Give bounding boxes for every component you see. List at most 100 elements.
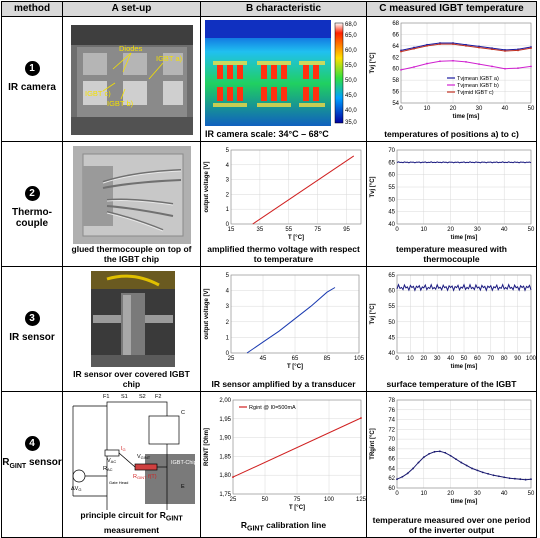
- x-tick-label: 40: [501, 227, 508, 233]
- method-cell-ir-camera: 1 IR camera: [1, 16, 63, 142]
- y-tick-label: 2: [226, 192, 230, 198]
- x-tick-label: 90: [514, 356, 521, 362]
- colorbar-tick: 55,0: [345, 63, 357, 69]
- measured-cell-ir-sensor: 40 45 50 55 60 65 0 10 20 30 40 50 60 70 80 90 100 time […: [366, 266, 537, 392]
- label-s2: S2: [139, 394, 146, 400]
- legend-entry: Tvjmean IGBT a): [457, 76, 499, 82]
- header-measured: C measured IGBT temperature: [366, 1, 537, 17]
- y-tick-label: 64: [388, 466, 395, 472]
- caption: principle circuit for RGINT measurement: [80, 510, 183, 535]
- data-point: [492, 474, 495, 477]
- y-tick-label: 1,90: [219, 436, 231, 442]
- label-f2: F2: [155, 394, 161, 400]
- series-line: [396, 161, 532, 164]
- x-tick-label: 65: [292, 356, 299, 362]
- characteristic-cell-ir-camera: 68,0 65,0 60,0 55,0 50,0 45,0 40,0 35,0 …: [200, 16, 367, 142]
- data-point: [530, 47, 532, 50]
- y-axis-label: TRgint [°C]: [370, 428, 376, 459]
- y-tick-label: 56: [392, 90, 399, 96]
- x-tick-label: 45: [260, 356, 267, 362]
- data-point: [530, 65, 532, 68]
- x-tick-label: 50: [262, 497, 269, 503]
- series-line: [232, 417, 362, 478]
- x-tick-label: 0: [395, 491, 399, 497]
- y-tick-label: 62: [388, 476, 395, 482]
- x-tick-label: 75: [294, 497, 301, 503]
- y-tick-label: 66: [392, 32, 399, 38]
- data-point: [471, 467, 473, 470]
- data-point: [465, 60, 467, 63]
- y-tick-label: 45: [388, 210, 395, 216]
- y-tick-label: 66: [388, 457, 395, 463]
- measured-cell-ir-camera: 54 56 58 60 62 64 66 68 0 10 20 30 40 50 time [ms] Tvj …: [366, 16, 537, 142]
- thermal-image: 68,0 65,0 60,0 55,0 50,0 45,0 40,0 35,0: [205, 20, 357, 126]
- caption: IR sensor over covered IGBT chip: [73, 369, 190, 389]
- x-tick-label: 0: [395, 227, 399, 233]
- data-point: [360, 417, 362, 419]
- x-tick-label: 30: [476, 106, 483, 112]
- colorbar-tick: 60,0: [345, 48, 357, 54]
- x-tick-label: 25: [228, 356, 235, 362]
- data-point: [449, 454, 452, 457]
- data-point: [517, 49, 519, 52]
- label-rgint: RGINT f(T): [133, 474, 157, 480]
- x-axis-label: T [°C]: [288, 235, 304, 241]
- setup-cell-ir-camera: Diodes IGBT a) IGBT c) IGBT b): [62, 16, 201, 142]
- label-igbt-c: IGBT c): [85, 89, 111, 98]
- colorbar-tick: 50,0: [345, 78, 357, 84]
- data-point: [439, 43, 441, 46]
- y-tick-label: 4: [226, 163, 230, 169]
- x-tick-label: 75: [314, 227, 321, 233]
- y-tick-label: 74: [388, 418, 395, 424]
- data-point: [478, 46, 480, 49]
- x-tick-label: 10: [420, 227, 427, 233]
- label-igbt-a: IGBT a): [156, 54, 183, 63]
- y-tick-label: 60: [388, 289, 395, 295]
- y-tick-label: 1: [226, 335, 230, 341]
- data-point: [455, 458, 457, 461]
- y-tick-label: 72: [388, 427, 395, 433]
- chart-thermocouple-temperature: 40 45 50 55 60 65 70 0 10 20 30 40 50 time [ms] Tvj [°…: [370, 148, 535, 241]
- data-point: [452, 59, 454, 62]
- x-tick-label: 25: [230, 497, 237, 503]
- data-point: [476, 469, 479, 472]
- header-method: method: [1, 1, 63, 17]
- y-tick-label: 70: [388, 437, 395, 443]
- caption: temperature measured over one period of …: [372, 515, 531, 535]
- x-axis-label: time [ms]: [451, 499, 478, 505]
- x-tick-label: 100: [526, 356, 537, 362]
- y-tick-label: 58: [392, 78, 399, 84]
- y-tick-label: 60: [388, 486, 395, 492]
- method-name: IR camera: [8, 82, 56, 93]
- x-tick-label: 10: [424, 106, 431, 112]
- label-c: C: [181, 410, 185, 416]
- data-point: [417, 461, 420, 464]
- data-point: [428, 452, 431, 455]
- y-tick-label: 50: [388, 320, 395, 326]
- x-tick-label: 60: [474, 356, 481, 362]
- data-point: [460, 461, 463, 464]
- y-tick-label: 68: [388, 447, 395, 453]
- y-axis-label: RGINT [Ohm]: [204, 428, 210, 466]
- x-tick-label: 85: [324, 356, 331, 362]
- rgint-circuit-diagram: F1 S1 S2 F2 C E IGBT-Chip VAC RAC ΔVG VG…: [71, 394, 197, 510]
- x-tick-label: 20: [447, 491, 454, 497]
- x-tick-label: 20: [447, 227, 454, 233]
- data-point: [401, 475, 404, 478]
- data-point: [487, 472, 490, 475]
- x-tick-label: 40: [502, 106, 509, 112]
- data-point: [426, 44, 428, 47]
- y-tick-label: 64: [392, 44, 399, 50]
- label-diodes: Diodes: [119, 44, 143, 53]
- x-tick-label: 55: [285, 227, 292, 233]
- data-point: [426, 62, 428, 65]
- x-tick-label: 30: [474, 491, 481, 497]
- x-tick-label: 105: [354, 356, 365, 362]
- x-tick-label: 50: [461, 356, 468, 362]
- x-tick-label: 70: [487, 356, 494, 362]
- data-point: [396, 478, 398, 481]
- x-tick-label: 80: [501, 356, 508, 362]
- y-tick-label: 1,75: [219, 492, 231, 498]
- characteristic-cell-ir-sensor: 0 1 2 3 4 5 25 45 65 85 105 T [°C] output voltage [V…: [200, 266, 367, 392]
- y-axis-label: Tvj [°C]: [370, 176, 376, 197]
